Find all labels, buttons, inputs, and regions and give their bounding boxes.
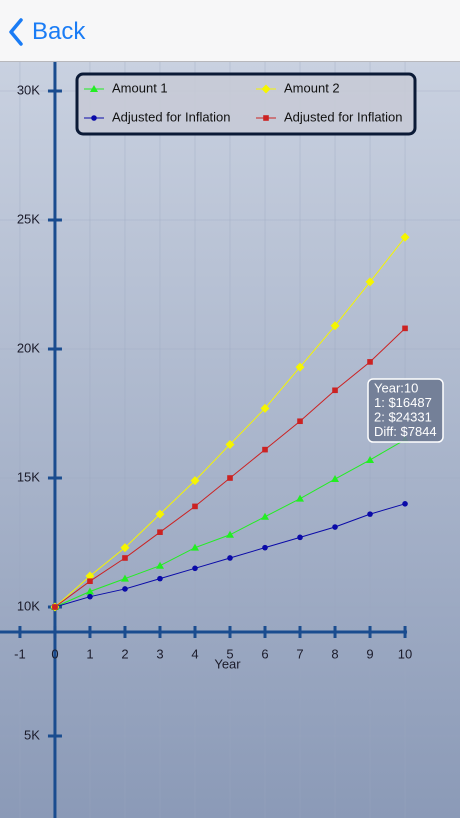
x-tick-label: 1: [86, 646, 93, 661]
marker: [155, 509, 165, 519]
marker: [366, 455, 375, 463]
x-tick-label: 5: [226, 646, 233, 661]
marker: [297, 534, 303, 541]
x-tick-label: 9: [366, 646, 373, 661]
chart: 5K 10K 15K 20K 25K 30K -1 0 1 2 3 4 5 6 7 8 9 10 Year Amou…: [0, 62, 460, 818]
back-button[interactable]: Back: [8, 14, 85, 50]
marker: [400, 232, 410, 242]
back-chevron: [9, 18, 23, 46]
marker: [402, 501, 408, 507]
marker: [332, 524, 338, 530]
legend-marker: [261, 84, 271, 94]
tooltip-line: Year:10: [374, 380, 418, 395]
marker: [87, 593, 93, 600]
tooltip-line: 1: $16487: [374, 395, 432, 410]
y-tick-label: 25K: [17, 211, 40, 226]
legend-marker: [90, 85, 98, 92]
marker: [260, 403, 270, 413]
marker: [367, 359, 373, 365]
marker: [192, 503, 198, 510]
marker: [332, 387, 338, 394]
y-tick-label: 5K: [24, 727, 40, 742]
legend-box: [75, 72, 417, 136]
marker: [122, 586, 128, 592]
marker: [227, 555, 233, 561]
marker: [155, 561, 164, 569]
marker: [85, 587, 94, 595]
tooltip-line: 2: $24331: [374, 409, 432, 424]
x-tick-label: 2: [121, 646, 128, 661]
back-label: Back: [32, 18, 86, 45]
marker: [261, 512, 270, 520]
legend-marker: [91, 115, 97, 121]
marker: [365, 277, 375, 287]
marker: [402, 325, 408, 332]
x-axis-title: Year: [214, 656, 241, 671]
marker: [227, 475, 233, 481]
marker: [120, 543, 130, 553]
marker: [157, 529, 163, 535]
marker: [262, 446, 268, 453]
y-tick-label: 20K: [17, 340, 40, 355]
x-tick-label: 4: [191, 646, 198, 661]
marker: [295, 362, 305, 372]
marker: [367, 511, 373, 517]
marker: [122, 555, 128, 561]
y-tick-label: 15K: [17, 469, 40, 484]
legend-label: Adjusted for Inflation: [284, 109, 403, 124]
nav-bar: Back: [0, 0, 460, 62]
tooltip-line: Diff: $7844: [374, 424, 437, 439]
marker: [331, 475, 340, 483]
marker: [297, 418, 303, 425]
marker: [262, 544, 268, 551]
legend-label: Amount 1: [112, 80, 168, 95]
legend-label: Amount 2: [284, 80, 340, 95]
marker: [190, 476, 200, 486]
marker: [225, 439, 235, 449]
y-tick-label: 10K: [17, 598, 40, 613]
marker: [85, 571, 95, 581]
marker: [190, 543, 199, 551]
marker: [52, 604, 58, 610]
x-tick-label: 10: [398, 646, 412, 661]
marker: [120, 574, 129, 582]
x-tick-label: 6: [261, 646, 268, 661]
marker: [296, 494, 305, 502]
x-tick-label: 3: [156, 646, 163, 661]
marker: [330, 321, 340, 331]
tooltip-box: [367, 378, 444, 443]
x-tick-label: 7: [296, 646, 303, 661]
marker: [192, 565, 198, 572]
marker: [87, 578, 93, 585]
x-tick-label: 8: [331, 646, 338, 661]
y-tick-label: 30K: [17, 82, 40, 97]
x-tick-label: 0: [51, 646, 58, 661]
marker: [226, 530, 234, 538]
legend-label: Adjusted for Inflation: [112, 109, 231, 124]
legend-marker: [263, 115, 269, 121]
x-tick-label: -1: [14, 646, 26, 661]
marker: [157, 575, 163, 582]
